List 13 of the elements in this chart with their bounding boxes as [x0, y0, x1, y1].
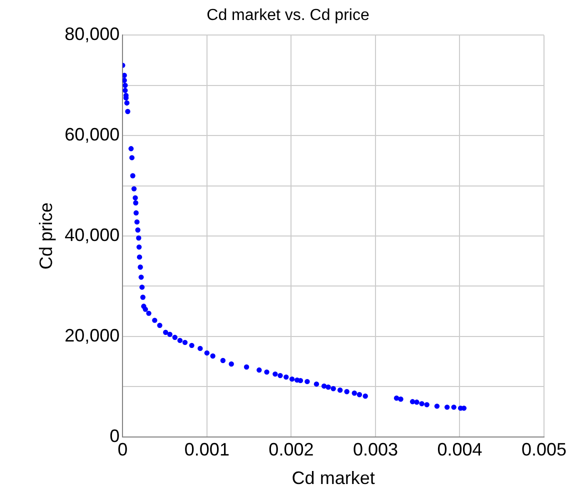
chart-title: Cd market vs. Cd price: [206, 7, 370, 24]
x-tick-label: 0.003: [352, 440, 398, 460]
x-axis-title: Cd market: [292, 468, 375, 488]
x-tick-label: 0.005: [521, 440, 567, 460]
x-tick-label: 0.001: [184, 440, 230, 460]
y-tick-label: 40,000: [64, 224, 120, 245]
y-tick-label: 80,000: [64, 24, 120, 44]
y-tick-label: 60,000: [64, 124, 120, 145]
y-tick-label: 20,000: [64, 325, 120, 346]
x-tick-label: 0.002: [268, 440, 314, 460]
y-axis-title: Cd price: [36, 202, 56, 270]
x-tick-label: 0.004: [437, 440, 482, 460]
y-tick-label: 0: [110, 426, 120, 446]
